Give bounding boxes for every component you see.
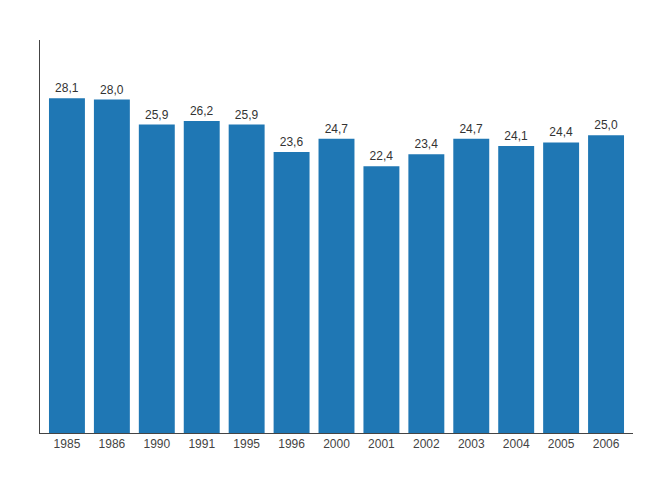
svg-text:25,0: 25,0 <box>594 118 618 132</box>
svg-text:23,6: 23,6 <box>280 135 304 149</box>
svg-text:25,9: 25,9 <box>145 108 169 122</box>
svg-text:23,4: 23,4 <box>415 137 439 151</box>
svg-text:1986: 1986 <box>99 437 126 451</box>
svg-text:2000: 2000 <box>323 437 350 451</box>
svg-text:2002: 2002 <box>413 437 440 451</box>
svg-text:24,1: 24,1 <box>504 129 528 143</box>
svg-text:1991: 1991 <box>188 437 215 451</box>
svg-text:2006: 2006 <box>593 437 620 451</box>
svg-text:2003: 2003 <box>458 437 485 451</box>
svg-text:25,9: 25,9 <box>235 108 259 122</box>
svg-text:22,4: 22,4 <box>370 149 394 163</box>
svg-text:1985: 1985 <box>54 437 81 451</box>
svg-text:24,7: 24,7 <box>325 122 349 136</box>
svg-text:1990: 1990 <box>143 437 170 451</box>
svg-text:24,7: 24,7 <box>459 122 483 136</box>
svg-text:2005: 2005 <box>548 437 575 451</box>
svg-text:2004: 2004 <box>503 437 530 451</box>
svg-text:1996: 1996 <box>278 437 305 451</box>
svg-text:28,0: 28,0 <box>100 83 124 97</box>
svg-text:28,1: 28,1 <box>55 81 79 95</box>
svg-text:26,2: 26,2 <box>190 104 214 118</box>
svg-text:1995: 1995 <box>233 437 260 451</box>
svg-text:2001: 2001 <box>368 437 395 451</box>
svg-text:24,4: 24,4 <box>549 125 573 139</box>
